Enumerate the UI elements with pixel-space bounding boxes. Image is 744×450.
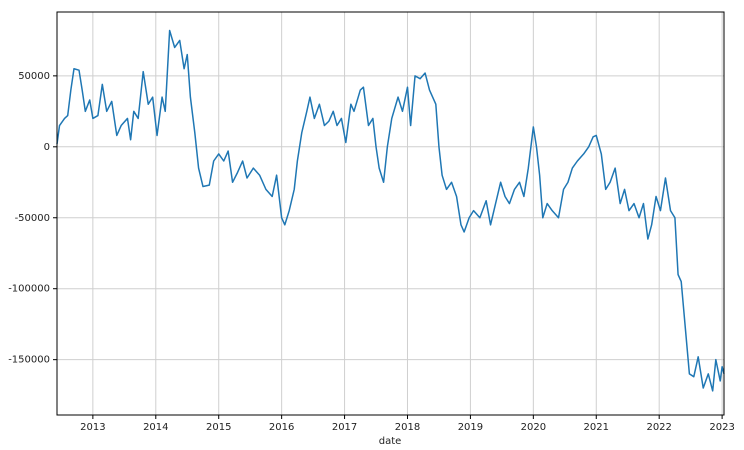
plot-frame	[56, 11, 725, 416]
y-tick-label: 0	[44, 142, 50, 153]
x-tick-label: 2023	[709, 422, 734, 433]
x-tick-label: 2018	[395, 422, 420, 433]
x-tick-label: 2017	[332, 422, 357, 433]
x-tick-label: 2022	[646, 422, 671, 433]
y-tick-label: -50000	[15, 213, 50, 224]
x-tick-label: 2021	[584, 422, 609, 433]
y-tick-label: -100000	[8, 284, 50, 295]
y-tick-label: -150000	[8, 355, 50, 366]
y-tick-label: 50000	[18, 71, 50, 82]
x-tick-label: 2016	[269, 422, 294, 433]
x-tick-label: 2013	[80, 422, 105, 433]
x-axis-label: date	[379, 436, 402, 447]
x-tick-label: 2020	[521, 422, 546, 433]
data-line	[56, 29, 725, 392]
x-tick-label: 2019	[458, 422, 483, 433]
x-tick-label: 2015	[206, 422, 231, 433]
x-tick-label: 2014	[143, 422, 168, 433]
